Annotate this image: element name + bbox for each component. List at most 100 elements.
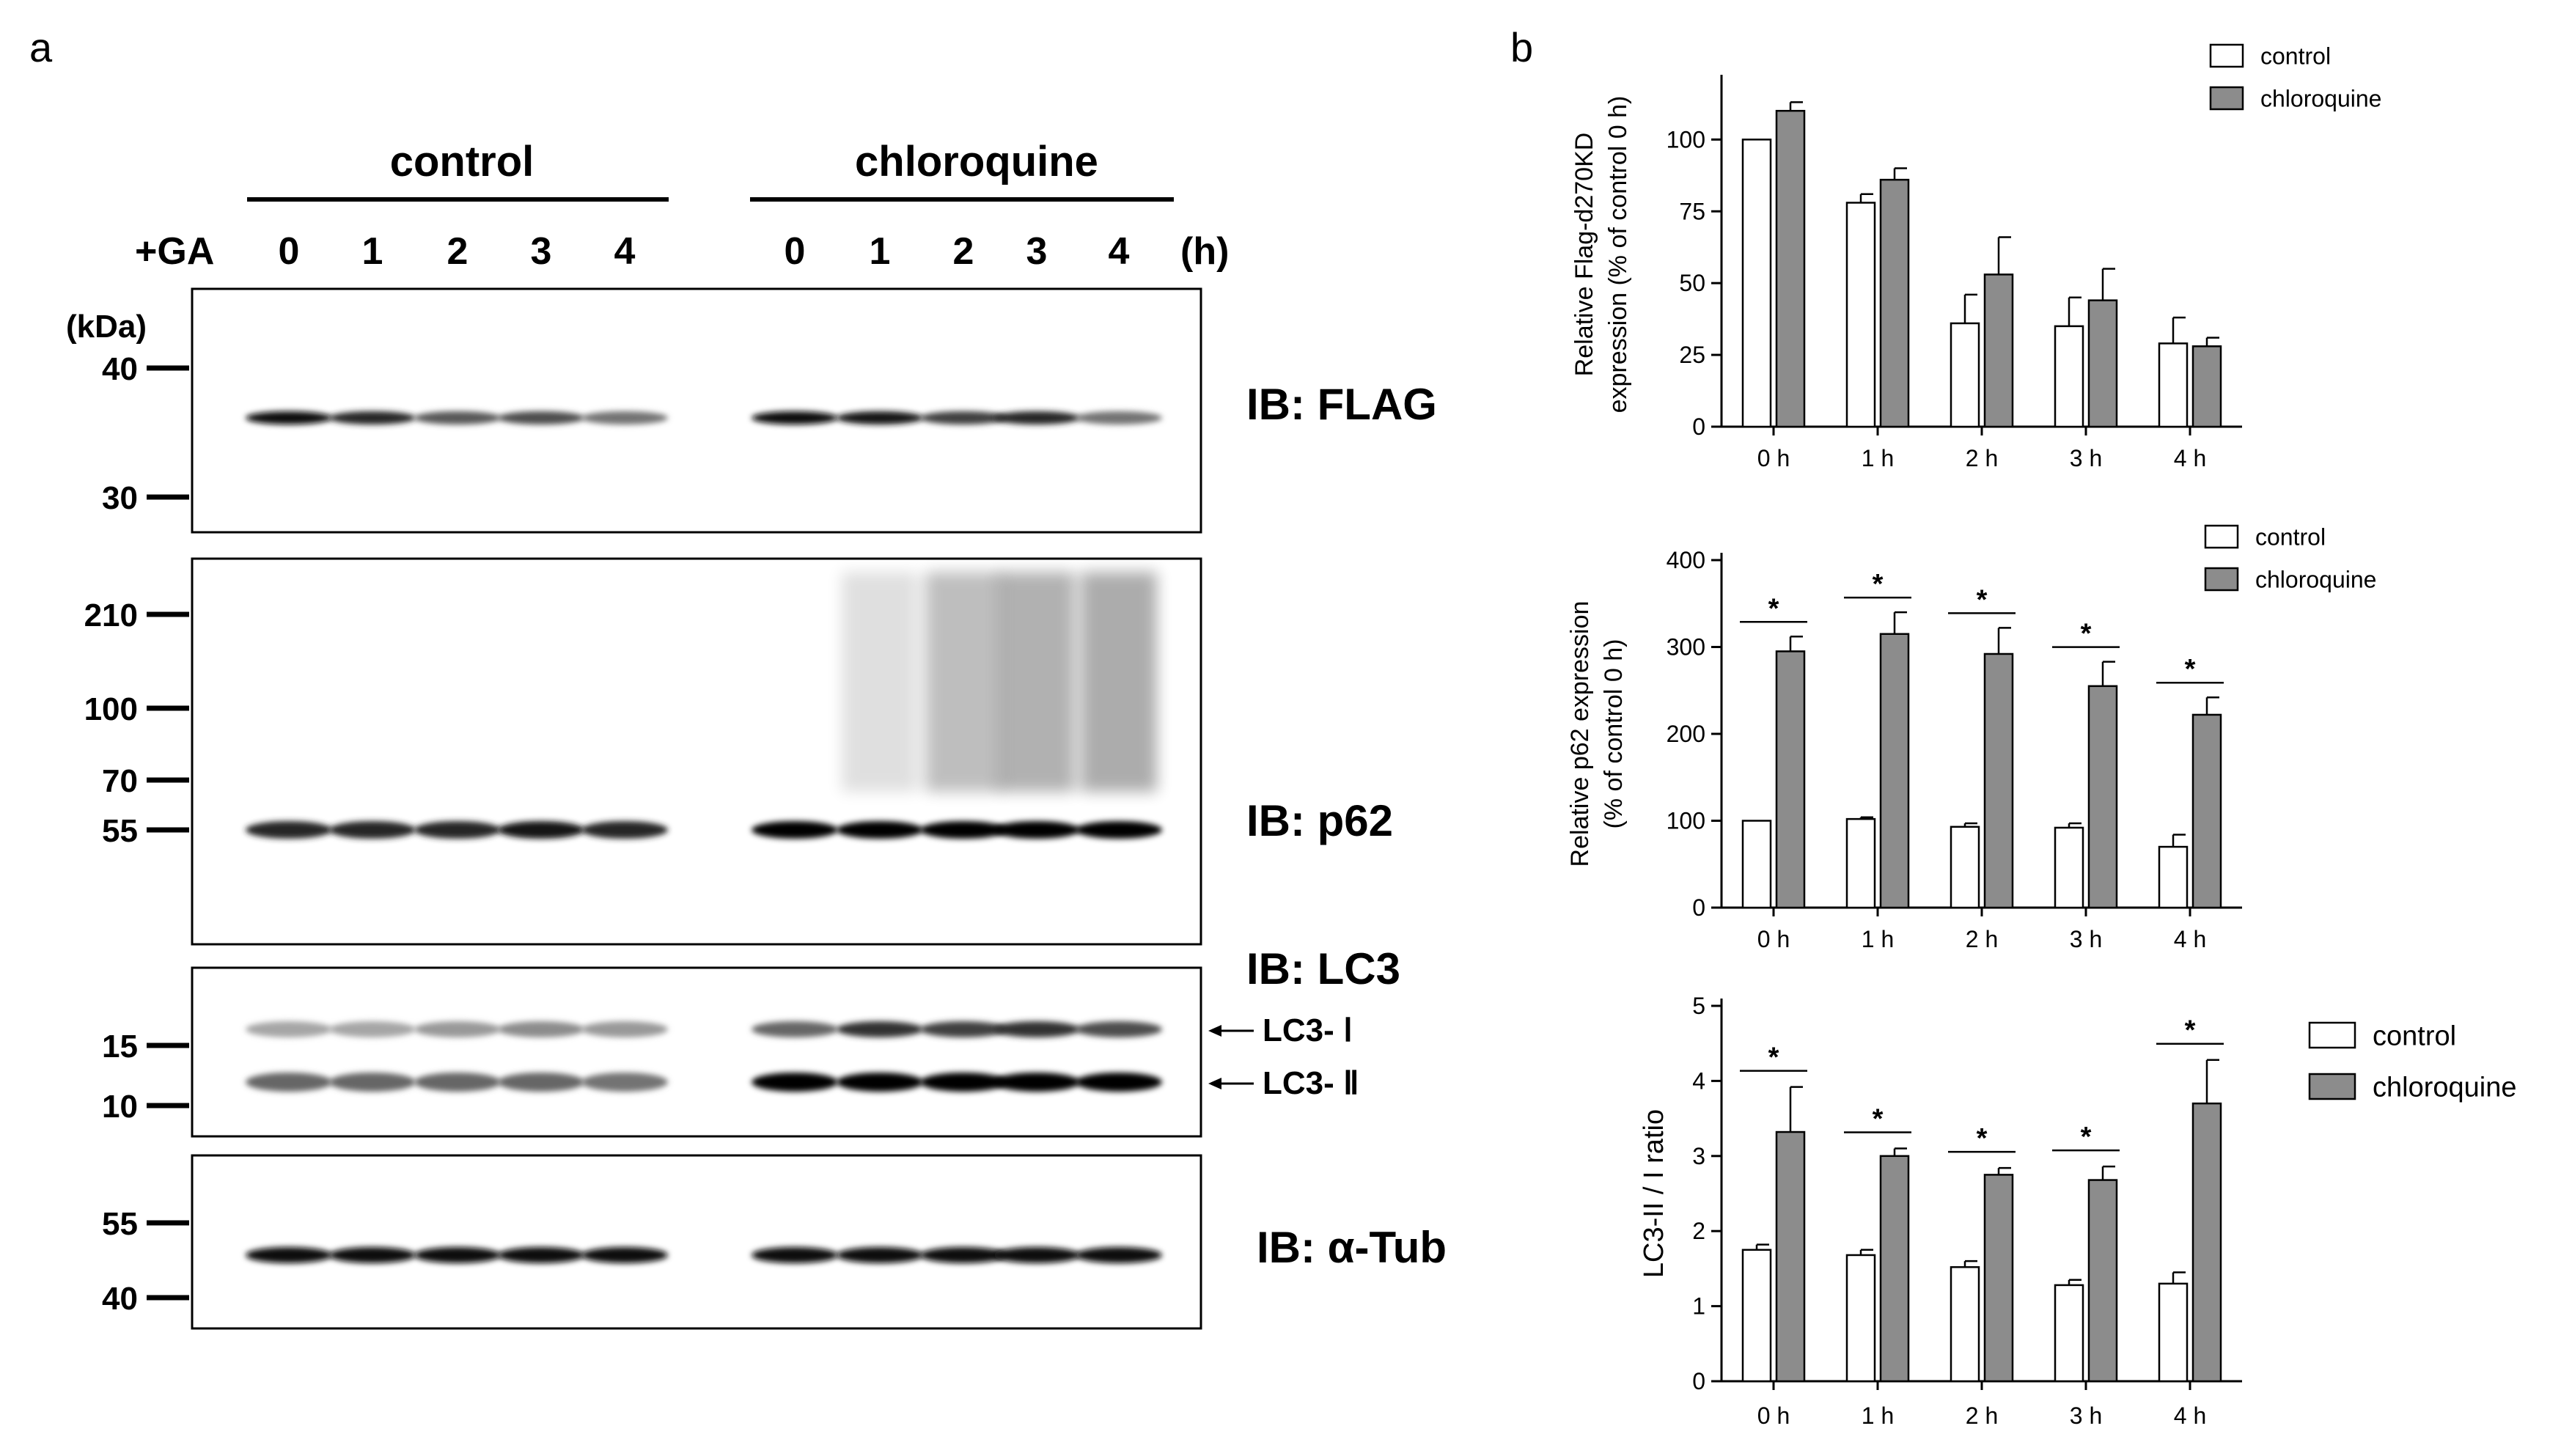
panel-a-label: a xyxy=(29,24,53,70)
band-tubulin-chloroquine-0 xyxy=(752,1247,838,1263)
x-tick-label-4h: 4 h xyxy=(2174,445,2206,471)
kda-label: (kDa) xyxy=(66,309,147,345)
ib-flag-label: IB: FLAG xyxy=(1246,380,1437,429)
band-lc3-ii-chloroquine-4 xyxy=(1076,1073,1162,1092)
timepoint-label-chloroquine-1: 1 xyxy=(870,230,891,273)
panel-b-label: b xyxy=(1510,24,1533,70)
x-tick-label-2h: 2 h xyxy=(1966,445,1998,471)
x-tick-label-1h: 1 h xyxy=(1862,1402,1894,1429)
band-p62-control-3 xyxy=(498,821,584,839)
chart-lc3-ratio: 0 1 2 3 4 5 LC3-II / I ratio * 0 h * 1 h * 2 h * 3 h * 4… xyxy=(1639,993,2516,1429)
band-p62-chloroquine-2 xyxy=(920,821,1007,839)
x-tick-label-2h: 2 h xyxy=(1966,1402,1998,1429)
band-lc3-i-chloroquine-2 xyxy=(920,1021,1007,1037)
x-tick-label-0h: 0 h xyxy=(1757,445,1790,471)
y-axis-title-0: LC3-II / I ratio xyxy=(1639,1109,1669,1278)
y-tick-label-4: 4 xyxy=(1692,1067,1705,1094)
x-tick-label-2h: 2 h xyxy=(1966,926,1998,952)
chart-p62: 0 100 200 300 400 Relative p62 expression (% o… xyxy=(1566,524,2376,952)
x-tick-label-1h: 1 h xyxy=(1862,926,1894,952)
band-flag-control-1 xyxy=(329,411,416,424)
timepoint-label-chloroquine-2: 2 xyxy=(953,230,974,273)
y-tick-label-5: 5 xyxy=(1692,993,1705,1019)
significance-star-3: * xyxy=(2081,619,2092,650)
timepoint-label-control-0: 0 xyxy=(279,230,300,273)
p62-smear-chloroquine-1 xyxy=(842,572,918,792)
band-lc3-i-chloroquine-0 xyxy=(752,1021,838,1037)
band-tubulin-control-3 xyxy=(498,1247,584,1263)
y-tick-label-2: 2 xyxy=(1692,1218,1705,1244)
y-tick-label-400: 400 xyxy=(1667,547,1705,573)
band-lc3-i-control-4 xyxy=(581,1021,668,1037)
bar-control-3h xyxy=(2054,1284,2084,1383)
x-tick-label-0h: 0 h xyxy=(1757,926,1790,952)
bar-chloroquine-2h xyxy=(1983,652,2014,909)
legend-swatch-control xyxy=(2209,43,2244,68)
bar-control-2h xyxy=(1950,322,1980,428)
band-tubulin-chloroquine-2 xyxy=(920,1247,1007,1263)
legend-label-control: control xyxy=(2260,43,2331,70)
band-lc3-ii-control-2 xyxy=(414,1073,501,1092)
band-lc3-i-chloroquine-4 xyxy=(1076,1021,1162,1037)
band-tubulin-control-2 xyxy=(414,1247,501,1263)
y-tick-label-75: 75 xyxy=(1679,198,1705,224)
band-lc3-i-chloroquine-1 xyxy=(837,1021,923,1037)
band-flag-chloroquine-3 xyxy=(993,411,1080,424)
bar-chloroquine-1h xyxy=(1879,178,1910,428)
legend-swatch-chloroquine xyxy=(2308,1073,2356,1100)
timepoint-label-chloroquine-4: 4 xyxy=(1109,230,1130,273)
x-tick-label-0h: 0 h xyxy=(1757,1402,1790,1429)
bar-control-4h xyxy=(2158,845,2189,909)
mw-tub-40: 40 xyxy=(102,1281,138,1317)
significance-star-3: * xyxy=(2081,1122,2092,1152)
band-p62-control-1 xyxy=(329,821,416,839)
significance-star-1: * xyxy=(1873,569,1884,600)
y-tick-label-50: 50 xyxy=(1679,270,1705,296)
bar-chloroquine-3h xyxy=(2087,299,2118,428)
legend-swatch-control xyxy=(2204,524,2239,549)
bar-chloroquine-0h xyxy=(1775,109,1806,428)
mw-markers: 40 30 210 100 70 55 15 10 55 40 xyxy=(84,351,189,1317)
significance-star-4: * xyxy=(2185,1015,2196,1046)
p62-smear-chloroquine-4 xyxy=(1081,572,1157,792)
band-tubulin-chloroquine-4 xyxy=(1076,1247,1162,1263)
y-tick-label-3: 3 xyxy=(1692,1143,1705,1169)
y-tick-label-100: 100 xyxy=(1667,126,1705,152)
mw-p62-70: 70 xyxy=(102,763,138,799)
mw-lc3-15: 15 xyxy=(102,1029,138,1065)
bar-chloroquine-2h xyxy=(1983,1174,2014,1383)
timepoint-label-control-1: 1 xyxy=(362,230,383,273)
band-p62-chloroquine-0 xyxy=(752,821,838,839)
y-axis-title-0: Relative p62 expression xyxy=(1566,601,1594,867)
timepoint-label-control-3: 3 xyxy=(531,230,552,273)
bar-chloroquine-4h xyxy=(2191,713,2222,909)
mw-p62-210: 210 xyxy=(84,598,138,633)
band-flag-chloroquine-0 xyxy=(752,411,838,424)
band-lc3-ii-chloroquine-1 xyxy=(837,1073,923,1092)
bar-control-4h xyxy=(2158,342,2189,428)
mw-flag-30: 30 xyxy=(102,480,138,516)
bar-chloroquine-2h xyxy=(1983,273,2014,428)
legend-swatch-control xyxy=(2308,1021,2356,1049)
bar-chloroquine-0h xyxy=(1775,1130,1806,1383)
band-lc3-ii-control-1 xyxy=(329,1073,416,1092)
ib-lc3-label: IB: LC3 xyxy=(1246,944,1400,993)
band-flag-control-2 xyxy=(414,411,501,424)
y-tick-label-100: 100 xyxy=(1667,808,1705,834)
band-flag-control-3 xyxy=(498,411,584,424)
x-tick-label-3h: 3 h xyxy=(2070,1402,2102,1429)
bar-control-3h xyxy=(2054,826,2084,909)
significance-star-1: * xyxy=(1873,1104,1884,1135)
mw-flag-40: 40 xyxy=(102,351,138,387)
band-flag-chloroquine-4 xyxy=(1076,411,1162,424)
band-p62-control-2 xyxy=(414,821,501,839)
chart-flag: 0 25 50 75 100 Relative Flag-d270KD expression… xyxy=(1570,43,2381,471)
band-lc3-i-control-0 xyxy=(246,1021,332,1037)
blot-flag xyxy=(191,287,1202,534)
band-p62-chloroquine-3 xyxy=(993,821,1080,839)
band-lc3-ii-control-0 xyxy=(246,1073,332,1092)
bar-chloroquine-1h xyxy=(1879,1155,1910,1383)
legend-label-control: control xyxy=(2255,524,2326,551)
x-tick-label-1h: 1 h xyxy=(1862,445,1894,471)
